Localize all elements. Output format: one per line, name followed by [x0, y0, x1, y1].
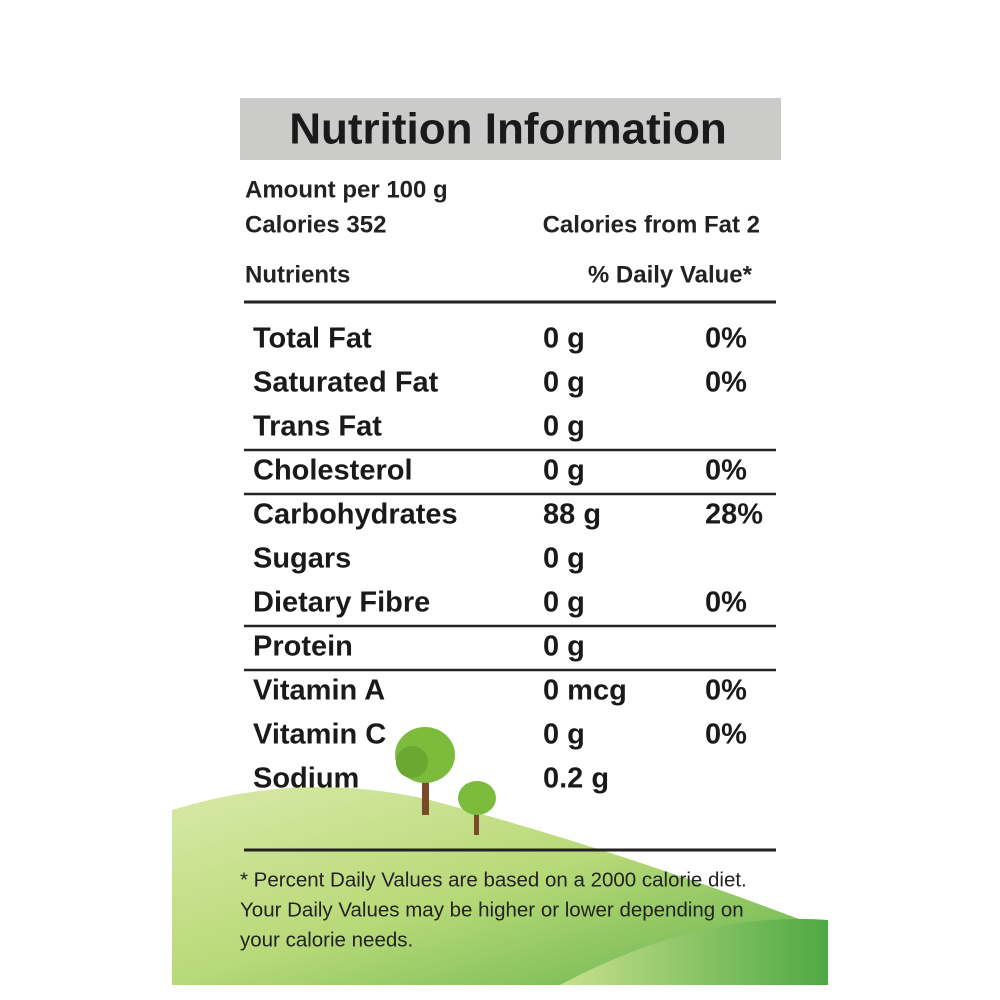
daily-value: 0%: [705, 719, 747, 751]
nutrient-name: Sodium: [253, 763, 359, 795]
nutrient-name: Vitamin A: [253, 675, 385, 707]
amount: Amount per 100 g: [245, 176, 448, 203]
hill: [172, 787, 828, 985]
nutrient-amount: 0 g: [543, 543, 585, 575]
column-header: % Daily Value*: [588, 261, 753, 288]
footnote: Your Daily Values may be higher or lower…: [240, 898, 744, 921]
daily-value: 0%: [705, 675, 747, 707]
nutrient-amount: 0 g: [543, 323, 585, 355]
nutrient-amount: 0 g: [543, 367, 585, 399]
daily-value: 0%: [705, 323, 747, 355]
footnote: your calorie needs.: [240, 928, 413, 951]
nutrient-amount: 0 g: [543, 587, 585, 619]
nutrient-amount: 0 g: [543, 411, 585, 443]
daily-value: 0%: [705, 367, 747, 399]
nutrient-name: Cholesterol: [253, 455, 413, 487]
daily-value: 0%: [705, 455, 747, 487]
tree: [458, 781, 496, 835]
nutrient-amount: 0.2 g: [543, 763, 609, 795]
title-bar: [240, 98, 781, 160]
nutrient-amount: 0 g: [543, 455, 585, 487]
nutrient-name: Carbohydrates: [253, 499, 458, 531]
nutrient-name: Trans Fat: [253, 411, 382, 443]
nutrient-amount: 0 g: [543, 631, 585, 663]
nutrient-name: Vitamin C: [253, 719, 386, 751]
nutrient-name: Protein: [253, 631, 353, 663]
daily-value: 28%: [705, 499, 763, 531]
column-header: Nutrients: [245, 261, 350, 288]
nutrient-name: Total Fat: [253, 323, 372, 355]
footnote: * Percent Daily Values are based on a 20…: [240, 868, 747, 891]
nutrient-amount: 0 mcg: [543, 675, 627, 707]
nutrient-amount: 0 g: [543, 719, 585, 751]
tree: [395, 727, 455, 815]
nutrient-name: Sugars: [253, 543, 351, 575]
calories-from-fat: Calories from Fat 2: [543, 211, 760, 238]
calories: Calories 352: [245, 211, 386, 238]
nutrient-name: Saturated Fat: [253, 367, 439, 399]
nutrient-name: Dietary Fibre: [253, 587, 430, 619]
title: Nutrition Information: [289, 105, 727, 154]
nutrient-amount: 88 g: [543, 499, 601, 531]
hill-front: [560, 918, 828, 985]
daily-value: 0%: [705, 587, 747, 619]
